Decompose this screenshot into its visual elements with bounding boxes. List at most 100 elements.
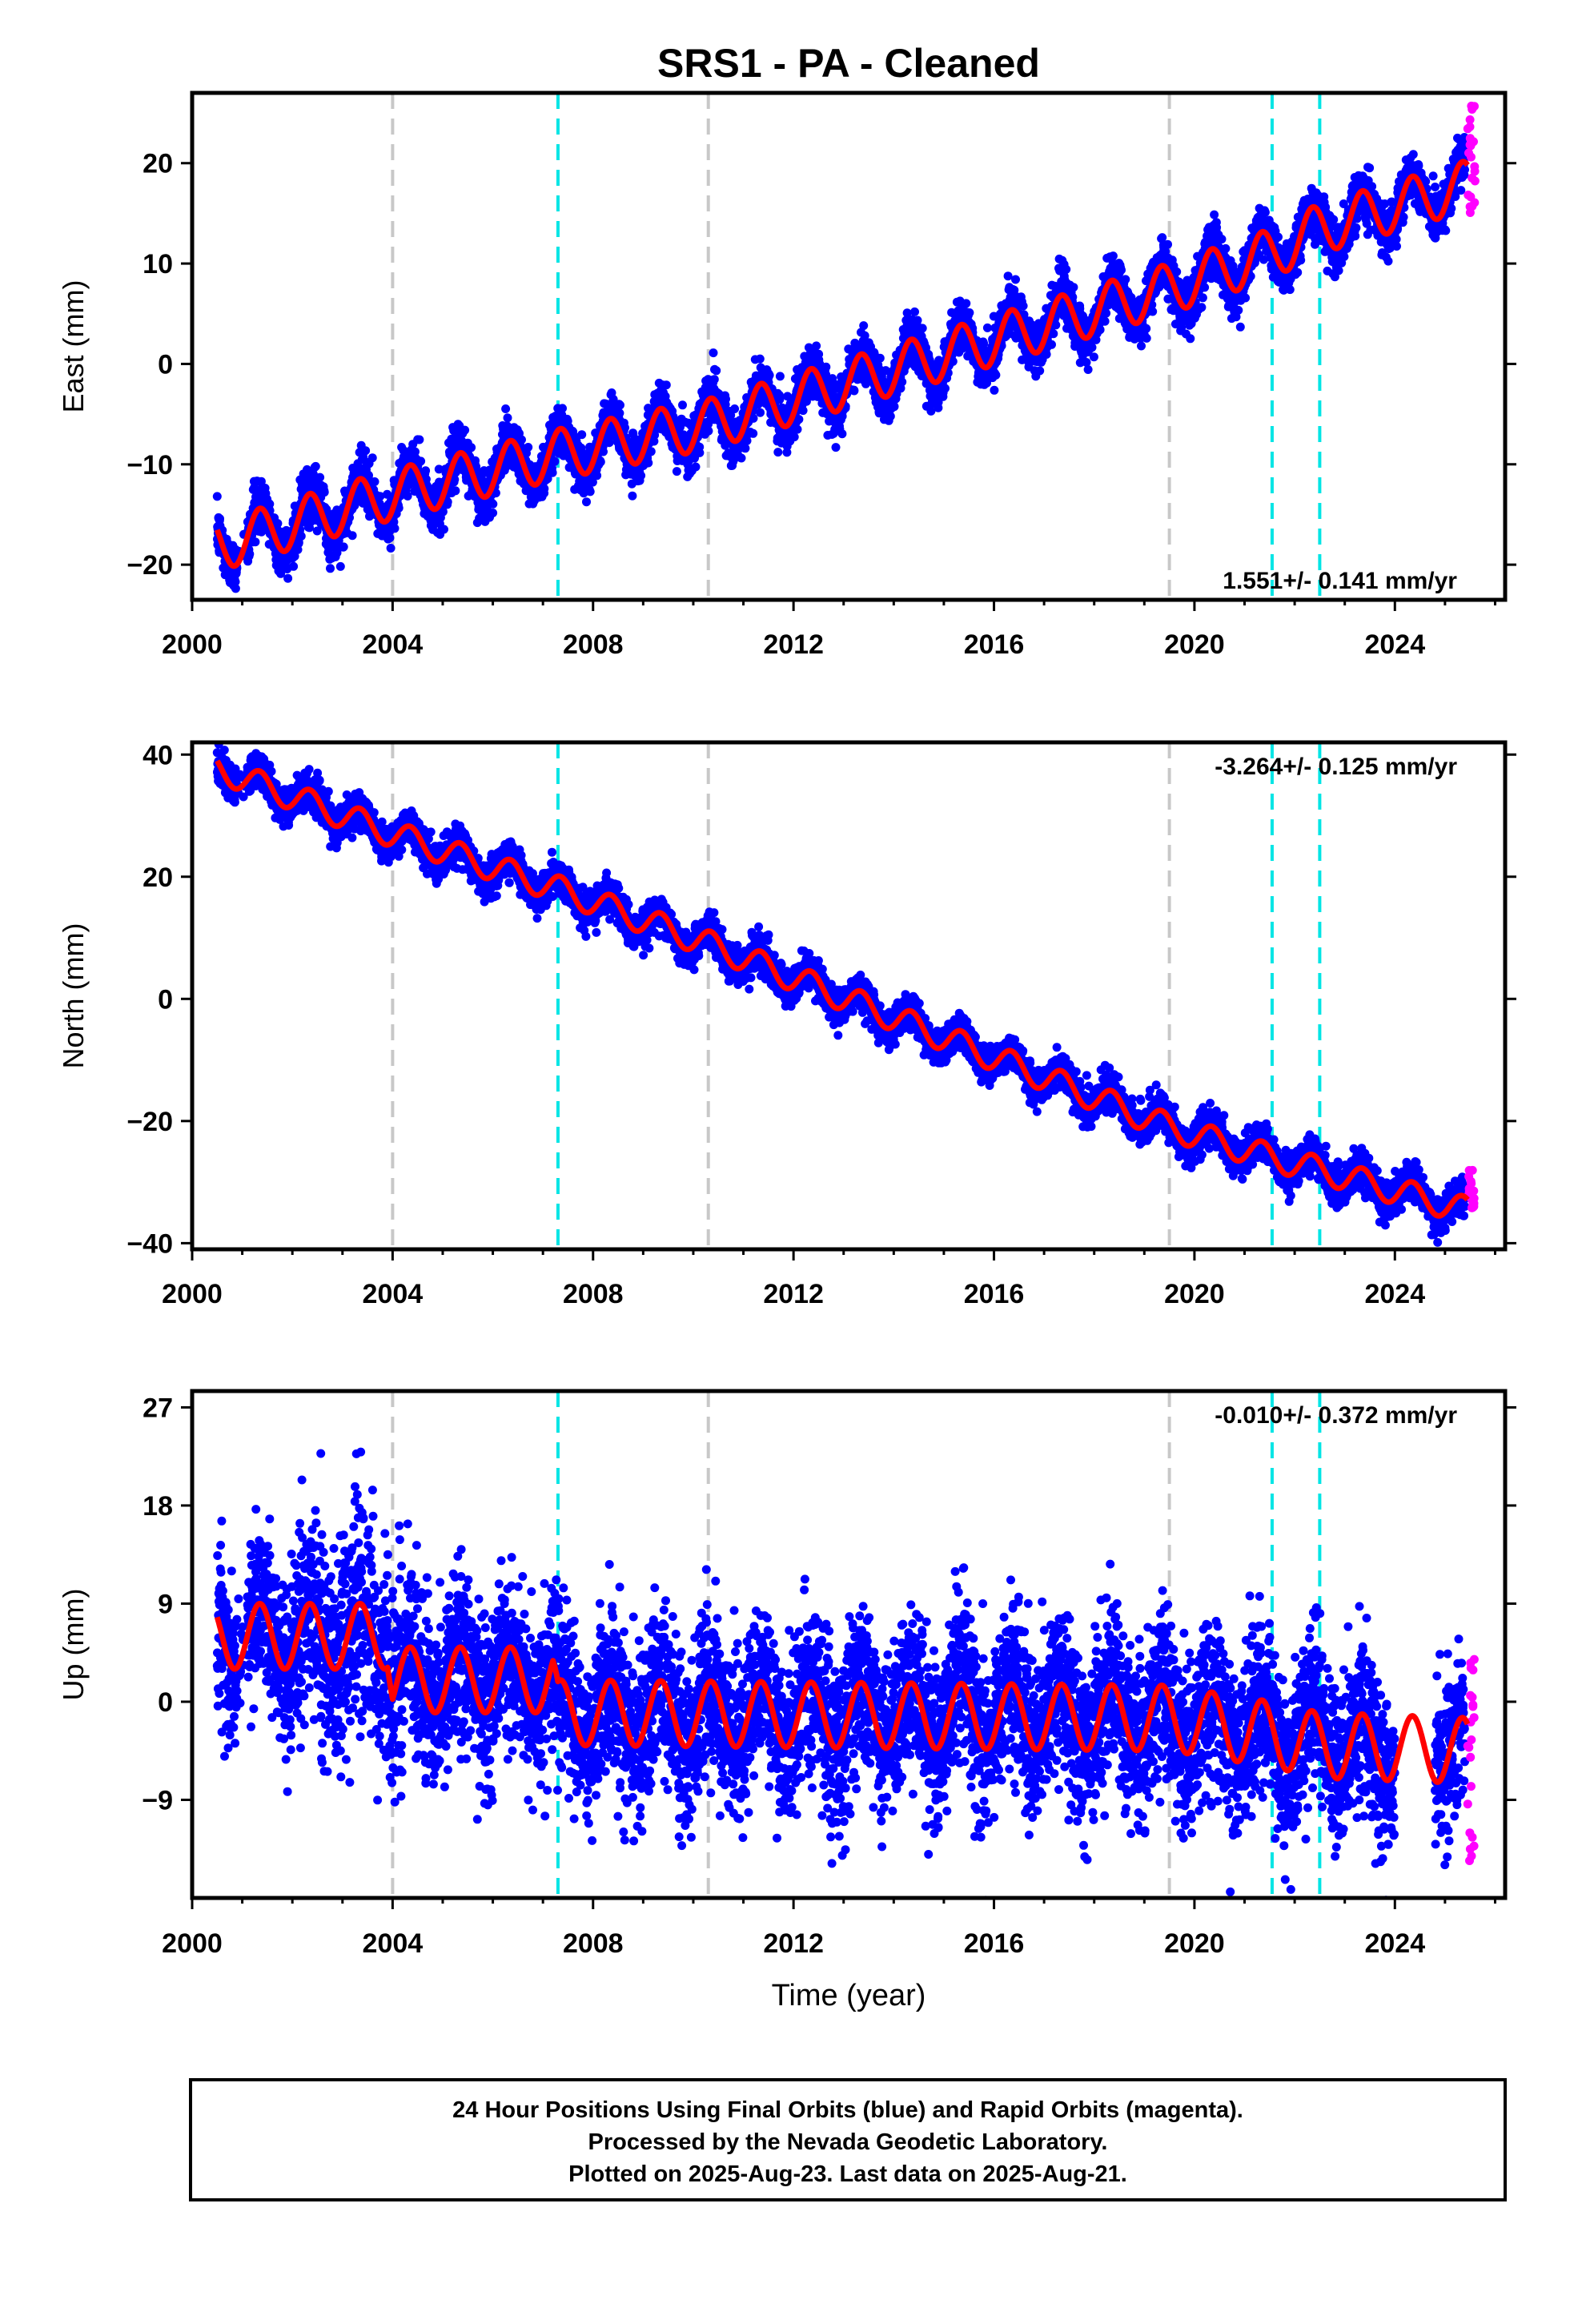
data-point xyxy=(704,426,713,436)
data-point xyxy=(364,471,373,480)
data-point xyxy=(1011,275,1020,284)
data-point xyxy=(794,415,804,424)
data-point xyxy=(416,456,426,466)
data-point xyxy=(709,375,719,384)
data-point xyxy=(540,484,549,493)
data-point xyxy=(558,404,567,413)
data-point xyxy=(1042,350,1051,359)
data-point xyxy=(775,395,785,404)
data-point xyxy=(859,321,869,331)
data-point xyxy=(517,435,526,444)
data-point xyxy=(524,443,533,452)
data-point xyxy=(755,354,765,364)
data-point xyxy=(550,456,560,466)
data-point xyxy=(265,499,275,509)
data-point xyxy=(440,525,448,534)
data-point xyxy=(347,531,357,541)
data-point xyxy=(837,429,847,439)
data-point xyxy=(644,458,653,468)
data-point xyxy=(386,544,396,553)
data-point xyxy=(897,377,907,387)
data-point xyxy=(215,514,224,524)
plot-area xyxy=(212,93,1480,600)
data-point xyxy=(488,499,498,509)
data-point xyxy=(415,435,424,444)
data-point xyxy=(712,366,721,376)
data-point xyxy=(367,453,377,463)
data-point xyxy=(319,488,329,497)
data-point xyxy=(231,577,240,586)
data-point xyxy=(962,299,971,308)
data-point xyxy=(672,467,681,476)
data-point xyxy=(596,457,605,467)
data-point xyxy=(290,552,299,561)
data-point xyxy=(460,425,470,435)
data-point xyxy=(798,406,808,416)
data-point xyxy=(231,584,240,593)
data-point xyxy=(730,404,740,413)
data-point xyxy=(370,477,379,486)
data-point xyxy=(582,497,591,507)
data-point xyxy=(741,444,750,453)
data-point xyxy=(990,385,999,395)
data-point xyxy=(548,468,557,477)
data-point xyxy=(646,447,656,456)
data-point xyxy=(709,348,718,358)
data-point xyxy=(375,492,385,501)
data-point xyxy=(273,519,283,529)
data-point xyxy=(385,533,395,543)
data-point xyxy=(361,446,371,456)
data-point xyxy=(1047,340,1056,349)
data-point xyxy=(467,443,476,452)
panel-east: 2000 2004 2008 2012 2016 2020 2024−20−1001020E… xyxy=(57,90,1516,660)
data-point xyxy=(910,307,919,316)
data-point xyxy=(312,526,322,536)
data-point xyxy=(661,380,671,390)
data-point xyxy=(315,472,325,482)
data-point xyxy=(251,537,260,547)
data-point xyxy=(451,486,460,496)
data-point xyxy=(831,443,841,452)
data-point xyxy=(775,372,785,381)
data-point xyxy=(501,404,511,413)
data-point xyxy=(503,413,512,423)
data-point xyxy=(1069,283,1078,292)
data-point xyxy=(913,316,922,325)
data-point xyxy=(812,341,821,351)
data-point xyxy=(678,400,687,410)
data-point xyxy=(615,408,624,418)
data-point xyxy=(289,561,299,571)
data-point xyxy=(695,448,705,457)
data-point xyxy=(756,408,765,417)
data-point xyxy=(875,353,885,363)
data-point xyxy=(585,487,595,497)
data-point xyxy=(982,323,992,332)
data-point xyxy=(1003,271,1013,281)
data-point xyxy=(326,564,335,573)
data-point xyxy=(577,430,587,440)
data-point xyxy=(789,432,799,442)
data-point xyxy=(1051,320,1061,330)
data-point xyxy=(283,573,293,583)
data-point xyxy=(917,324,927,333)
data-point xyxy=(1018,301,1028,311)
data-point xyxy=(296,532,306,541)
data-point xyxy=(691,462,701,472)
data-point xyxy=(212,492,222,501)
data-point xyxy=(616,400,624,410)
data-point xyxy=(628,491,637,501)
data-point xyxy=(773,448,783,457)
data-point xyxy=(488,509,498,517)
data-point xyxy=(965,308,974,317)
data-point xyxy=(721,394,730,404)
data-point xyxy=(991,370,1001,380)
data-point xyxy=(889,402,899,412)
data-point xyxy=(793,424,802,434)
data-point xyxy=(885,412,895,421)
data-point xyxy=(245,549,255,559)
data-point xyxy=(1062,264,1071,274)
data-point xyxy=(311,461,320,471)
data-point xyxy=(339,542,348,552)
data-point xyxy=(390,524,400,533)
